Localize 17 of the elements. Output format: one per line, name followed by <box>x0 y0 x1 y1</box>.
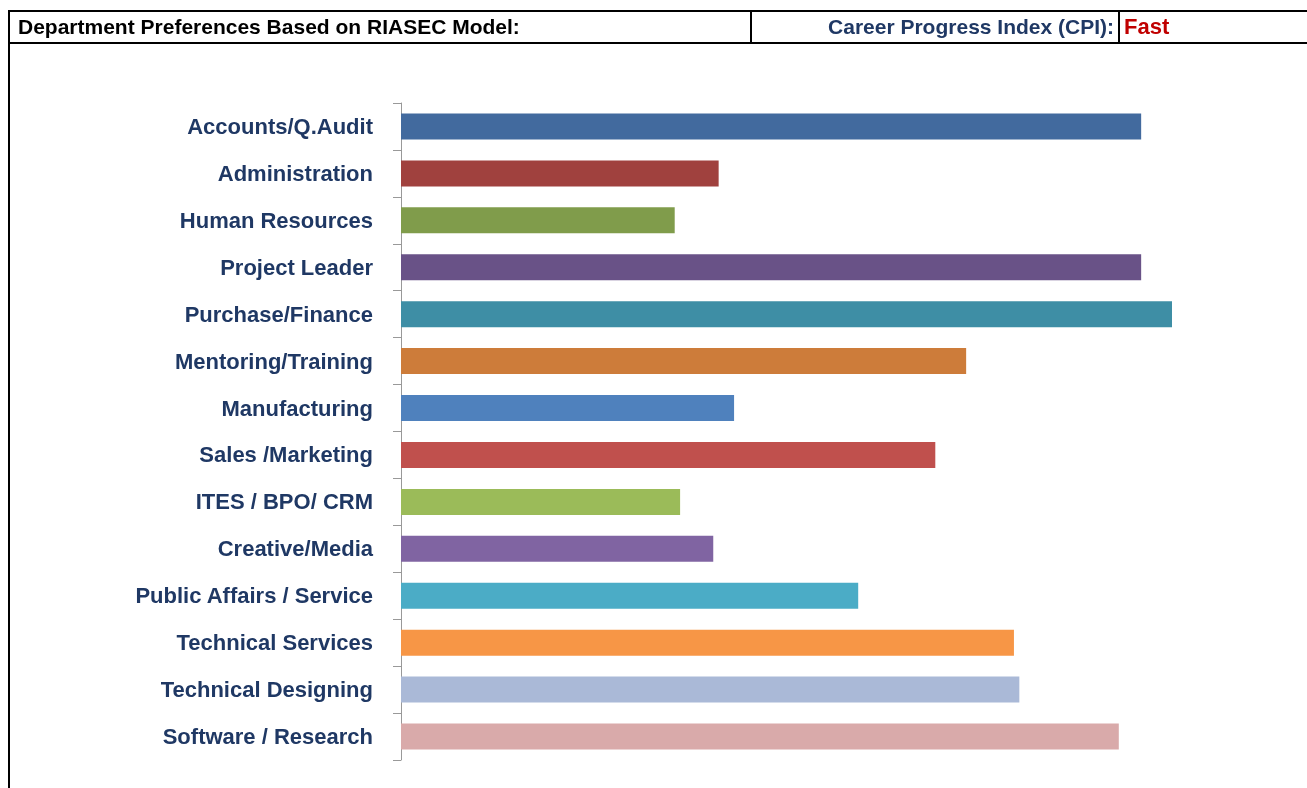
y-tick-label: Accounts/Q.Audit <box>187 113 374 139</box>
y-tick-label: Software / Research <box>162 724 373 750</box>
y-tick-label: Purchase/Finance <box>184 301 373 327</box>
y-tick-label: Creative/Media <box>217 536 374 562</box>
chart-title: Department Preferences Based on RIASEC Model: <box>8 10 752 44</box>
y-tick-label: Mentoring/Training <box>175 348 373 374</box>
y-tick-label: Technical Services <box>176 630 373 656</box>
y-tick-label: Administration <box>217 160 373 186</box>
text: Fast <box>1120 10 1307 44</box>
text: Career Progress Index (CPI): <box>752 10 1120 44</box>
y-tick-label: Manufacturing <box>221 395 373 421</box>
y-tick-label: Technical Designing <box>160 677 373 703</box>
y-tick-label: Public Affairs / Service <box>135 583 373 609</box>
y-tick-label: Human Resources <box>179 207 373 233</box>
y-tick-label: Sales /Marketing <box>199 442 373 468</box>
y-tick-label: Project Leader <box>220 254 374 280</box>
y-tick-label: ITES / BPO/ CRM <box>195 489 373 515</box>
